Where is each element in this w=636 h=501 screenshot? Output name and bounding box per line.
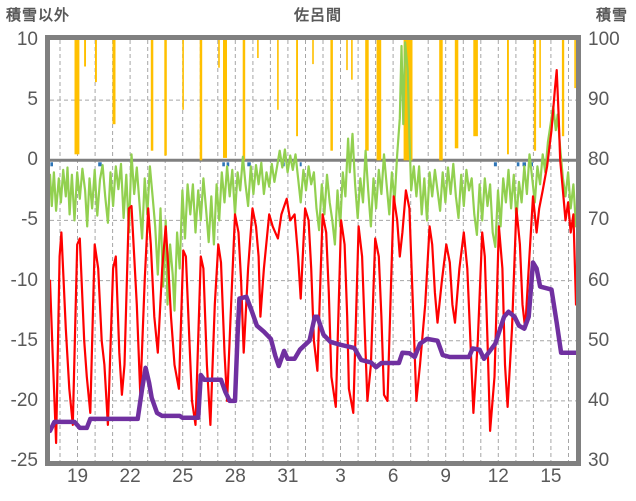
right-axis-tick-label: 70 [588,209,610,231]
left-axis-tick-label: -25 [10,450,38,471]
plot-frame [45,35,581,466]
sunshine-bar [346,40,348,71]
x-axis-tick-label: 19 [66,466,89,487]
sunshine-bar [507,40,509,155]
right-axis-tick-label: 30 [588,450,610,471]
left-axis-tick-label: -15 [10,329,38,351]
precip-mark [516,162,520,167]
left-axis-title: 積雪以外 [6,7,71,24]
sunshine-bar [84,40,86,67]
sunshine-bar [277,40,279,110]
left-axis-tick-label: 10 [16,29,38,50]
green-line [48,41,578,312]
left-axis-tick-label: 0 [27,149,38,171]
sunshine-bar [74,40,80,155]
x-axis-tick-label: 9 [440,466,451,487]
x-axis-tick-label: 25 [172,466,194,487]
sunshine-bar [223,40,227,158]
sunshine-bar [539,40,541,128]
right-axis-tick-label: 60 [588,269,610,291]
precip-mark [299,162,302,167]
sunshine-bar [473,40,478,137]
sunshine-bar [164,40,167,156]
chart-title: 佐呂間 [293,7,342,24]
x-axis-tick-label: 12 [487,466,509,487]
x-axis-tick-label: 31 [277,466,299,487]
sunshine-bar [330,40,333,151]
left-axis-tick-label: -20 [10,389,38,411]
right-axis-tick-label: 50 [588,329,610,351]
precip-mark [222,162,225,167]
sunshine-bar [561,40,565,137]
sunshine-bar [296,40,298,137]
precip-mark [522,162,526,167]
precip-mark [226,162,230,167]
sunshine-bar [574,40,576,89]
sunshine-bar [351,40,353,80]
left-axis-tick-label: 5 [27,89,38,111]
sunshine-bar [365,40,369,151]
sunshine-bar [242,40,246,161]
sunshine-bar [257,40,259,58]
sunshine-bar [454,40,459,149]
left-axis-tick-label: -5 [21,209,38,231]
precip-mark [50,162,53,167]
precip-mark [493,162,497,167]
right-axis-tick-label: 80 [588,149,610,171]
sunshine-bar [439,40,443,161]
x-axis-tick-label: 28 [224,466,246,487]
x-axis-tick-label: 6 [387,466,399,487]
sunshine-bar [533,40,537,151]
x-axis-tick-label: 3 [335,466,346,487]
x-axis-tick-label: 15 [540,466,562,487]
precip-mark [98,162,102,167]
sunshine-bar [182,40,184,110]
red-line [48,68,578,445]
sunshine-bar [199,40,203,161]
left-axis-tick-label: -10 [10,269,38,291]
sunshine-bar [95,40,97,83]
sunshine-bar [312,40,314,65]
right-axis-tick-label: 90 [588,89,610,111]
right-axis-tick-label: 40 [588,389,610,411]
x-axis-tick-label: 22 [119,466,141,487]
sunshine-bar [376,40,382,161]
right-axis-tick-label: 100 [588,29,620,50]
sunshine-bar [150,40,154,151]
snow-depth-line [47,260,579,434]
sunshine-bar [218,40,220,68]
sunshine-bar [112,40,116,125]
right-axis-title: 積雪 [595,7,628,24]
precip-mark [247,162,251,167]
